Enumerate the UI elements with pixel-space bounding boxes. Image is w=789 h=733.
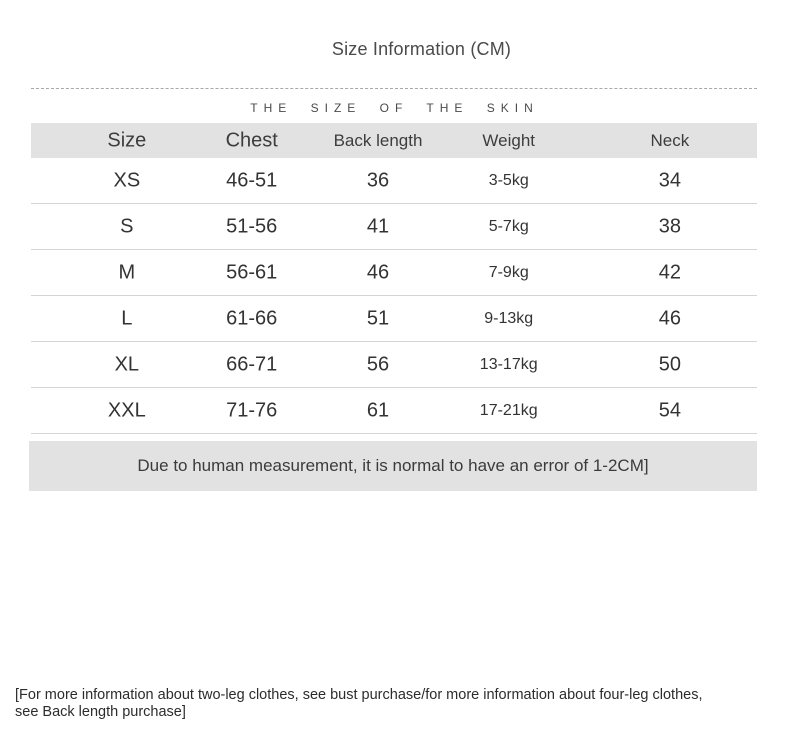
purchase-footnote: [For more information about two-leg clot… <box>15 687 789 720</box>
header-back-length: Back length <box>333 130 423 150</box>
cell-back-length: 51 <box>366 307 390 329</box>
cell-neck: 34 <box>658 169 681 191</box>
cell-chest: 56-61 <box>226 261 278 283</box>
cell-neck: 38 <box>658 215 681 237</box>
cell-chest: 46-51 <box>226 169 278 191</box>
header-chest: Chest <box>225 129 278 151</box>
footnote-line-2: see Back length purchase] <box>15 703 186 720</box>
cell-size: XL <box>114 353 140 375</box>
tagline: THE SIZE OF THE SKIN <box>250 101 539 115</box>
table-row: XS 46-51 36 3-5kg 34 <box>31 158 757 204</box>
cell-weight: 7-9kg <box>488 263 529 281</box>
measurement-note-band: Due to human measurement, it is normal t… <box>29 441 757 491</box>
cell-neck: 50 <box>658 353 681 375</box>
size-table: Size Chest Back length Weight Neck XS 46… <box>31 123 757 434</box>
cell-neck: 46 <box>658 307 681 329</box>
cell-chest: 61-66 <box>226 307 278 329</box>
cell-weight: 13-17kg <box>479 355 538 373</box>
cell-size: S <box>120 215 134 237</box>
cell-size: XXL <box>107 399 146 421</box>
cell-size: XS <box>113 169 141 191</box>
cell-size: M <box>118 261 136 283</box>
cell-size: L <box>121 307 133 329</box>
cell-neck: 42 <box>658 261 681 283</box>
cell-weight: 9-13kg <box>484 309 534 327</box>
cell-back-length: 56 <box>366 353 390 375</box>
cell-weight: 5-7kg <box>488 217 529 235</box>
table-header-row: Size Chest Back length Weight Neck <box>31 123 757 158</box>
cell-chest: 66-71 <box>226 353 278 375</box>
page-title: Size Information (CM) <box>331 39 512 59</box>
table-row: XXL 71-76 61 17-21kg 54 <box>31 388 757 434</box>
table-row: S 51-56 41 5-7kg 38 <box>31 204 757 250</box>
cell-neck: 54 <box>658 399 681 421</box>
header-size: Size <box>107 129 147 151</box>
header-neck: Neck <box>650 130 690 150</box>
table-row: L 61-66 51 9-13kg 46 <box>31 296 757 342</box>
cell-weight: 3-5kg <box>488 171 529 189</box>
table-row: XL 66-71 56 13-17kg 50 <box>31 342 757 388</box>
footnote-line-1: [For more information about two-leg clot… <box>15 687 703 703</box>
header-weight: Weight <box>482 130 536 150</box>
dashed-divider <box>31 88 757 89</box>
measurement-note: Due to human measurement, it is normal t… <box>137 456 649 475</box>
cell-chest: 51-56 <box>226 215 278 237</box>
cell-back-length: 61 <box>366 399 390 421</box>
cell-back-length: 36 <box>366 169 390 191</box>
cell-back-length: 46 <box>366 261 390 283</box>
cell-back-length: 41 <box>366 215 390 237</box>
cell-chest: 71-76 <box>226 399 278 421</box>
table-row: M 56-61 46 7-9kg 42 <box>31 250 757 296</box>
cell-weight: 17-21kg <box>479 401 538 419</box>
